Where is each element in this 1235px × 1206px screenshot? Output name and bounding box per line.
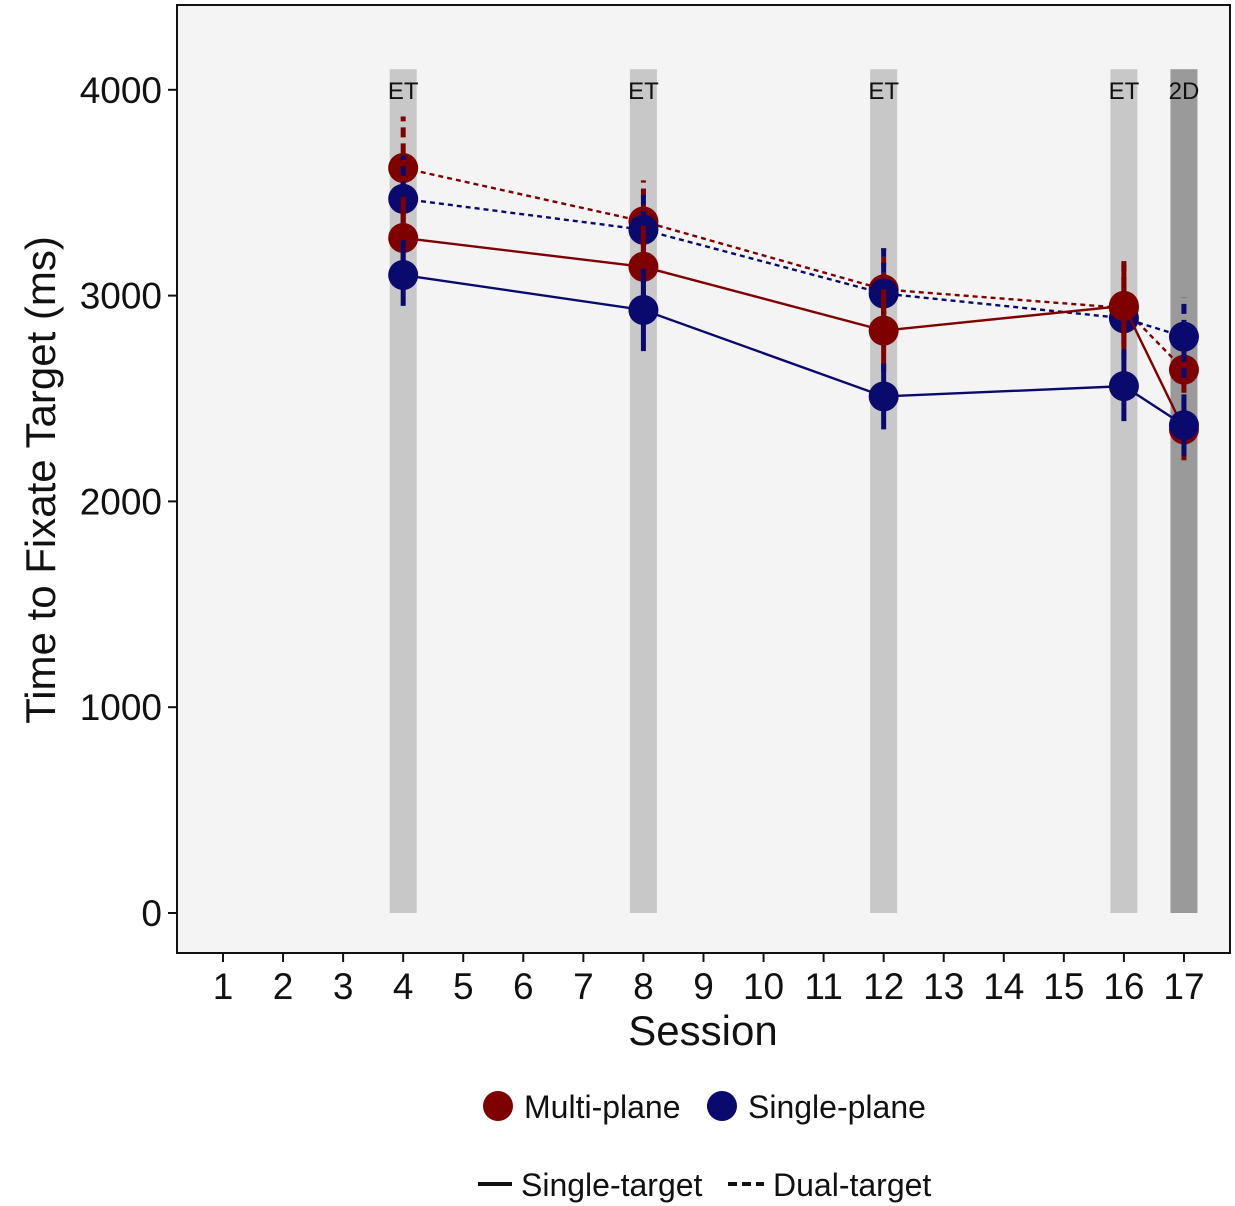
band-label-12: ET — [868, 78, 899, 105]
x-tick-label-9: 9 — [693, 966, 714, 1007]
point-single-plane-single-target-16 — [1108, 371, 1139, 402]
band-label-16: ET — [1109, 78, 1140, 105]
x-tick-label-15: 15 — [1043, 966, 1084, 1007]
x-tick-label-12: 12 — [863, 966, 904, 1007]
y-tick-label-1000: 1000 — [80, 687, 162, 728]
point-single-plane-single-target-12 — [868, 381, 899, 412]
band-17 — [1170, 69, 1198, 914]
legend-multi-plane-swatch — [483, 1091, 513, 1121]
legend-single-plane-swatch — [707, 1091, 737, 1121]
x-axis: 1 2 3 4 5 6 7 8 9 10 11 12 13 14 15 16 17 — [213, 953, 1205, 1007]
band-16 — [1110, 69, 1138, 914]
y-tick-label-4000: 4000 — [80, 70, 162, 111]
point-multi-plane-single-target-8 — [628, 251, 659, 282]
band-label-8: ET — [628, 78, 659, 105]
legend-single-plane-label: Single-plane — [748, 1089, 926, 1125]
legend-dual-target-label: Dual-target — [773, 1167, 931, 1203]
x-tick-label-5: 5 — [453, 966, 474, 1007]
y-tick-label-3000: 3000 — [80, 276, 162, 317]
legend-linetype: Single-target Dual-target — [478, 1167, 931, 1203]
x-tick-label-4: 4 — [393, 966, 414, 1007]
band-12 — [870, 69, 898, 914]
point-single-plane-single-target-4 — [388, 260, 419, 291]
x-tick-label-10: 10 — [743, 966, 784, 1007]
y-tick-label-0: 0 — [141, 893, 162, 934]
x-tick-label-2: 2 — [273, 966, 294, 1007]
x-axis-label: Session — [628, 1007, 777, 1054]
series-layer — [388, 116, 1199, 461]
band-layer: ET ET ET ET 2D — [388, 69, 1200, 914]
y-axis: 0 1000 2000 3000 4000 — [80, 70, 177, 934]
x-tick-label-7: 7 — [573, 966, 594, 1007]
plot-panel — [176, 4, 1231, 954]
point-multi-plane-single-target-4 — [388, 222, 419, 253]
x-tick-label-6: 6 — [513, 966, 534, 1007]
point-multi-plane-single-target-12 — [868, 315, 899, 346]
x-tick-label-11: 11 — [804, 966, 842, 1007]
legend-single-target-label: Single-target — [521, 1167, 703, 1203]
series-single-plane-single-target — [388, 240, 1199, 457]
point-multi-plane-single-target-16 — [1108, 290, 1139, 321]
band-label-17: 2D — [1169, 78, 1200, 105]
x-tick-label-3: 3 — [333, 966, 354, 1007]
x-tick-label-13: 13 — [923, 966, 964, 1007]
band-label-4: ET — [388, 78, 419, 105]
x-tick-label-1: 1 — [213, 966, 234, 1007]
x-tick-label-14: 14 — [983, 966, 1024, 1007]
point-single-plane-dual-target-17 — [1168, 321, 1199, 352]
legend-multi-plane-label: Multi-plane — [524, 1089, 681, 1125]
x-tick-label-16: 16 — [1103, 966, 1144, 1007]
y-tick-label-2000: 2000 — [80, 481, 162, 522]
x-tick-label-17: 17 — [1163, 966, 1204, 1007]
y-axis-label: Time to Fixate Target (ms) — [17, 236, 64, 724]
point-single-plane-single-target-8 — [628, 295, 659, 326]
point-single-plane-single-target-17 — [1168, 410, 1199, 441]
legend-color: Multi-plane Single-plane — [483, 1089, 926, 1125]
x-tick-label-8: 8 — [633, 966, 654, 1007]
